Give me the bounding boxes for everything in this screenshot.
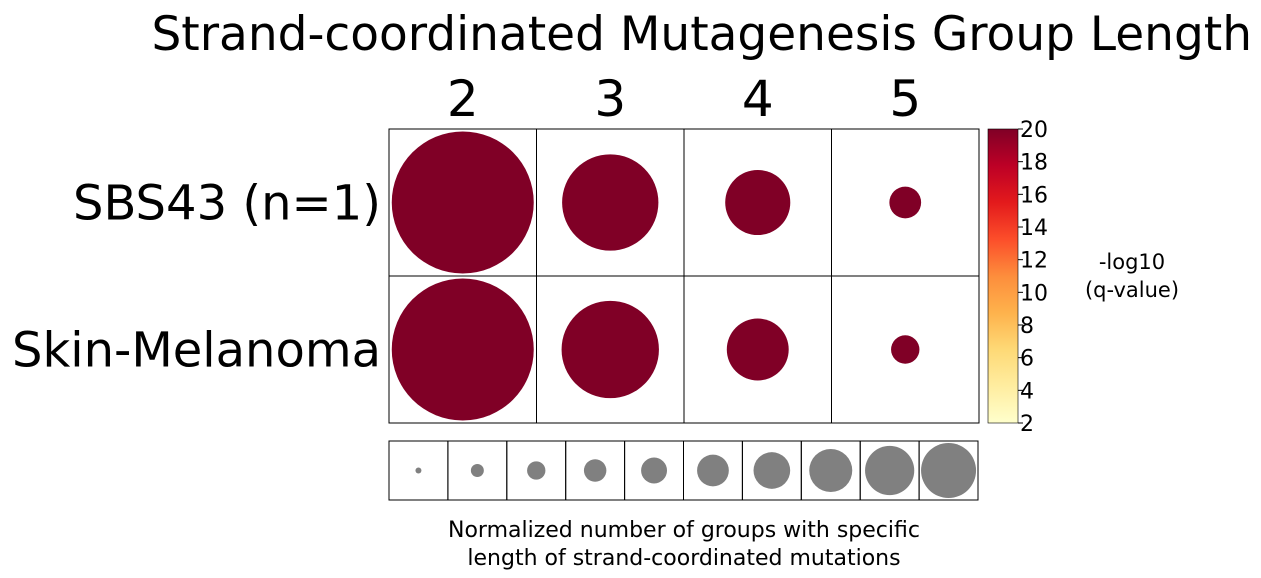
colorbar-tick-label: 12 <box>1020 249 1048 274</box>
bubble <box>561 300 659 399</box>
colorbar-label-line1: -log10 <box>1099 250 1165 274</box>
colorbar-tick-label: 18 <box>1020 151 1048 176</box>
colorbar-ticks: 2 4 6 8 10 12 14 16 18 20 <box>1018 118 1048 437</box>
size-legend-bubble <box>809 449 853 492</box>
size-legend-bubble <box>865 445 915 496</box>
size-legend-bubble <box>697 454 729 487</box>
column-label: 5 <box>889 70 921 128</box>
size-legend-label-line2: length of strand-coordinated mutations <box>467 546 900 571</box>
colorbar-tick-label: 4 <box>1020 379 1034 404</box>
colorbar-tick-label: 14 <box>1020 216 1048 241</box>
row-label: Skin-Melanoma <box>12 323 381 379</box>
bubble <box>891 335 920 364</box>
colorbar-tick-label: 10 <box>1020 281 1048 306</box>
colorbar-tick-label: 20 <box>1020 118 1048 143</box>
chart-title: Strand-coordinated Mutagenesis Group Len… <box>151 7 1252 62</box>
size-legend <box>388 440 979 501</box>
size-legend-bubble <box>470 464 484 477</box>
bubble <box>391 278 534 421</box>
colorbar-scale <box>987 128 1019 424</box>
bubble <box>726 318 789 381</box>
colorbar-tick-label: 16 <box>1020 183 1048 208</box>
bubble <box>391 131 534 274</box>
column-labels: 2 3 4 5 <box>447 70 921 128</box>
bubble <box>562 154 659 251</box>
colorbar: 2 4 6 8 10 12 14 16 18 20 -log10 (q-value) <box>987 118 1179 437</box>
colorbar-label-line2: (q-value) <box>1085 278 1179 302</box>
size-legend-label-line1: Normalized number of groups with specifi… <box>448 518 920 543</box>
size-legend-bubble <box>583 459 607 482</box>
bubbles <box>391 131 922 421</box>
colorbar-tick-label: 6 <box>1020 347 1034 372</box>
bubble-grid <box>388 128 980 424</box>
size-legend-bubble <box>641 457 668 484</box>
size-legend-bubble <box>753 452 791 489</box>
row-label: SBS43 (n=1) <box>73 176 381 232</box>
size-legend-cell <box>918 440 979 501</box>
grid-cell <box>831 275 980 424</box>
column-label: 2 <box>447 70 479 128</box>
column-label: 4 <box>742 70 774 128</box>
bubble <box>889 186 922 219</box>
size-legend-bubble <box>415 467 422 474</box>
size-legend-bubble <box>921 443 977 498</box>
colorbar-tick-label: 8 <box>1020 314 1034 339</box>
colorbar-tick-label: 2 <box>1020 412 1034 437</box>
bubble <box>725 169 791 236</box>
column-label: 3 <box>594 70 626 128</box>
size-legend-bubble <box>527 461 546 480</box>
row-labels: SBS43 (n=1) Skin-Melanoma <box>12 176 381 379</box>
